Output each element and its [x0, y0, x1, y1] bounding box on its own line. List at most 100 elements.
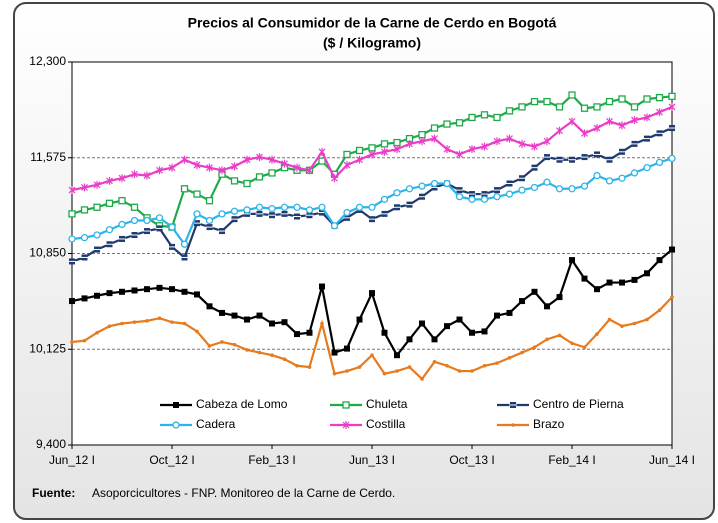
marker-shape — [470, 369, 474, 373]
marker — [243, 210, 251, 217]
marker — [418, 193, 426, 200]
marker-shape — [331, 349, 338, 356]
marker — [245, 348, 249, 352]
marker — [655, 158, 664, 167]
marker — [618, 95, 626, 103]
marker — [432, 359, 437, 364]
marker-shape — [355, 203, 364, 211]
marker — [481, 328, 488, 335]
marker-shape — [357, 365, 362, 369]
marker — [618, 174, 626, 182]
marker — [418, 182, 426, 190]
marker — [280, 203, 289, 211]
marker — [343, 214, 351, 221]
marker — [481, 142, 488, 151]
marker-shape — [580, 104, 589, 112]
x-tick-label: Jun_13 I — [349, 453, 395, 467]
marker — [131, 287, 138, 294]
x-tick-label: Jun_14 I — [649, 453, 695, 467]
marker-shape — [68, 210, 76, 218]
marker — [93, 231, 101, 239]
marker — [630, 140, 639, 147]
chart-subtitle: ($ / Kilogramo) — [323, 35, 421, 51]
marker — [80, 234, 89, 242]
marker — [218, 228, 226, 235]
marker — [580, 104, 589, 112]
marker — [230, 207, 239, 215]
marker — [368, 203, 376, 211]
marker — [630, 169, 639, 177]
marker-shape — [456, 316, 463, 323]
marker — [331, 174, 338, 183]
marker-shape — [145, 319, 149, 323]
marker-shape — [130, 203, 139, 211]
marker-shape — [93, 231, 101, 239]
marker-shape — [506, 309, 513, 316]
marker-shape — [645, 317, 649, 322]
marker-shape — [144, 286, 150, 293]
y-tick-label: 12,300 — [29, 54, 66, 68]
marker — [295, 363, 299, 368]
marker — [418, 130, 426, 139]
marker — [281, 159, 288, 168]
marker-shape — [606, 279, 613, 286]
marker-shape — [270, 353, 274, 357]
marker — [470, 369, 474, 373]
marker-shape — [556, 294, 563, 301]
marker-shape — [268, 169, 276, 177]
marker — [545, 337, 549, 342]
marker-shape — [593, 103, 601, 111]
marker-shape — [530, 183, 539, 192]
marker — [605, 97, 614, 106]
marker-shape — [380, 140, 389, 148]
marker-shape — [80, 206, 89, 214]
marker — [130, 203, 139, 211]
marker — [506, 134, 513, 143]
marker — [457, 369, 462, 373]
marker — [69, 298, 75, 305]
marker — [255, 210, 264, 217]
marker — [105, 199, 114, 207]
marker — [455, 187, 464, 194]
marker — [156, 166, 163, 175]
marker — [543, 178, 551, 186]
marker — [132, 320, 137, 324]
marker — [155, 214, 164, 222]
marker — [645, 317, 649, 322]
marker-shape — [405, 185, 414, 193]
marker — [343, 150, 351, 159]
marker — [270, 353, 274, 357]
marker — [543, 97, 551, 106]
marker-shape — [393, 189, 401, 197]
marker — [544, 303, 550, 310]
marker-shape — [370, 353, 374, 357]
marker-shape — [643, 164, 651, 172]
marker-shape — [257, 350, 262, 355]
marker-shape — [218, 210, 226, 218]
marker-shape — [407, 365, 412, 369]
marker — [580, 182, 589, 190]
x-tick-label: Oct_12 I — [149, 453, 194, 467]
marker — [530, 183, 539, 192]
marker-shape — [280, 203, 289, 211]
marker-shape — [394, 352, 400, 359]
marker — [605, 177, 614, 185]
marker-shape — [320, 321, 324, 326]
marker — [319, 283, 325, 290]
marker — [568, 156, 576, 163]
marker-shape — [330, 222, 339, 230]
marker-shape — [655, 94, 664, 102]
marker — [445, 363, 449, 368]
marker — [118, 197, 126, 205]
marker — [668, 102, 676, 111]
marker — [381, 147, 388, 156]
marker-shape — [230, 177, 239, 185]
marker-shape — [481, 328, 488, 335]
marker — [70, 340, 74, 344]
marker — [444, 323, 450, 330]
marker-shape — [657, 308, 662, 313]
marker-shape — [173, 402, 179, 408]
marker-shape — [230, 207, 239, 215]
marker-shape — [505, 190, 514, 198]
